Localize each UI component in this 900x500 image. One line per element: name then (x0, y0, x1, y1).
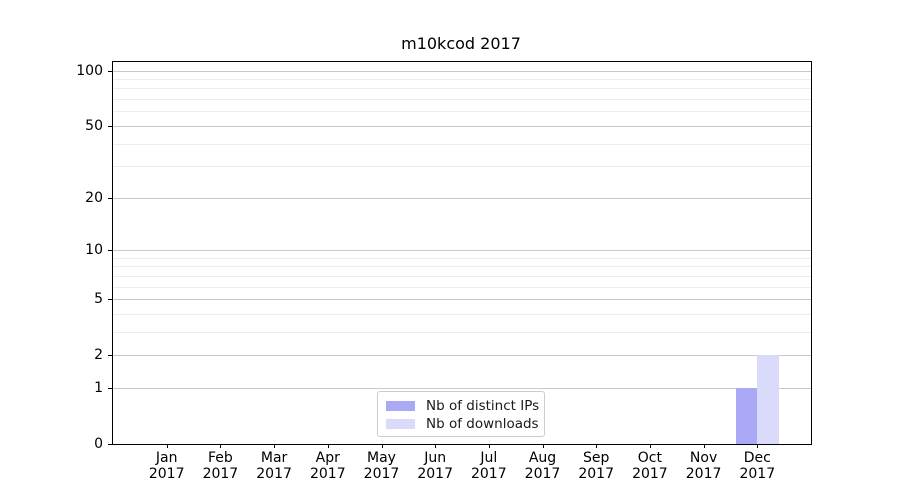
gridline-major (113, 249, 811, 251)
gridline-minor (113, 78, 811, 80)
y-tick-label: 5 (94, 291, 103, 307)
x-tick-label-line: 2017 (739, 466, 776, 482)
x-tick-label-line: Jan (155, 450, 178, 466)
x-tick-label-line: 2017 (363, 466, 400, 482)
gridline-minor (113, 286, 811, 288)
x-tick-label-line: 2017 (256, 466, 292, 482)
gridline-minor (113, 257, 811, 259)
gridline-major (113, 125, 811, 127)
x-tick-mark (327, 444, 329, 448)
x-tick-label-line: 2017 (524, 466, 561, 482)
gridline-minor (113, 143, 811, 145)
gridline-major (113, 355, 811, 357)
y-tick-mark (108, 125, 112, 127)
x-tick-label-line: Jun (424, 450, 447, 466)
x-tick-label: Mar 2017 (234, 450, 314, 482)
bar-nb-of-downloads (757, 355, 779, 444)
y-tick-mark (108, 355, 112, 357)
gridline-minor (113, 166, 811, 168)
x-tick-label-line: Nov (689, 450, 718, 466)
y-tick-label: 50 (85, 117, 103, 134)
x-tick-label-line: 2017 (685, 466, 722, 482)
x-tick-label: Jul 2017 (449, 450, 529, 482)
x-tick-label-line: 2017 (578, 466, 614, 482)
y-tick-mark (108, 197, 112, 199)
gridline-minor (113, 266, 811, 268)
x-tick-mark (542, 444, 544, 448)
y-tick-mark (108, 387, 112, 389)
legend-swatch-distinct-ips (386, 401, 415, 411)
gridline-major (113, 387, 811, 389)
x-tick-label: Oct 2017 (610, 450, 690, 482)
x-tick-label-line: 2017 (309, 466, 346, 482)
x-tick-label-line: Feb (207, 450, 233, 466)
x-tick-label: Aug 2017 (503, 450, 583, 482)
legend-label-distinct-ips: Nb of distinct IPs (426, 398, 540, 414)
y-tick-mark (108, 249, 112, 251)
x-tick-mark (488, 444, 490, 448)
x-tick-mark (166, 444, 168, 448)
x-tick-mark (757, 444, 759, 448)
x-tick-label-line: 2017 (417, 466, 453, 482)
x-tick-label-line: 2017 (148, 466, 185, 482)
x-tick-label-line: May (367, 450, 396, 466)
x-tick-label-line: 2017 (632, 466, 668, 482)
x-tick-label: Jun 2017 (395, 450, 475, 482)
y-tick-mark (108, 70, 112, 72)
gridline-minor (113, 88, 811, 90)
gridline-major (113, 197, 811, 199)
y-tick-mark (108, 444, 112, 445)
y-tick-mark (108, 299, 112, 300)
legend-label-downloads: Nb of downloads (426, 416, 539, 432)
x-tick-label-line: Jul (480, 450, 498, 466)
x-tick-label-line: Mar (260, 450, 288, 466)
legend: Nb of distinct IPs Nb of downloads (377, 391, 545, 437)
y-tick-label: 0 (94, 436, 103, 452)
x-tick-mark (435, 444, 437, 448)
gridline-major (113, 70, 811, 72)
x-tick-label-line: Dec (743, 450, 771, 466)
x-tick-label: Jan 2017 (127, 450, 207, 482)
x-tick-label-line: Sep (582, 450, 610, 466)
x-tick-mark (649, 444, 651, 448)
x-tick-label: Sep 2017 (556, 450, 636, 482)
gridline-minor (113, 331, 811, 333)
gridline-minor (113, 313, 811, 315)
y-tick-label: 2 (94, 347, 103, 364)
x-tick-label-line: Apr (315, 450, 340, 466)
x-tick-label-line: 2017 (202, 466, 239, 482)
plot-area: Nb of distinct IPs Nb of downloads 0 1 2 5 1… (76, 61, 812, 482)
x-tick-mark (274, 444, 276, 448)
x-tick-mark (596, 444, 598, 448)
chart-title: m10kcod 2017 (401, 34, 521, 53)
x-tick-label: May 2017 (342, 450, 422, 482)
x-tick-mark (703, 444, 705, 448)
gridline-minor (113, 99, 811, 100)
y-tick-label: 100 (76, 62, 103, 79)
x-tick-mark (220, 444, 222, 448)
gridline-minor (113, 111, 811, 113)
legend-swatch-downloads (386, 419, 415, 429)
legend-item-distinct-ips: Nb of distinct IPs (378, 397, 544, 415)
x-tick-label-line: 2017 (470, 466, 507, 482)
bar-nb-of-distinct-ips (735, 387, 758, 444)
x-tick-label: Dec 2017 (717, 450, 797, 482)
x-tick-label-line: Oct (637, 450, 662, 466)
x-tick-label-line: Aug (528, 450, 557, 466)
x-tick-label: Apr 2017 (288, 450, 368, 482)
y-tick-label: 20 (85, 189, 103, 206)
legend-item-downloads: Nb of downloads (378, 415, 544, 433)
x-tick-label: Feb 2017 (180, 450, 260, 482)
gridline-minor (113, 275, 811, 277)
y-tick-label: 1 (94, 379, 103, 396)
y-tick-label: 10 (85, 241, 103, 258)
x-tick-label: Nov 2017 (664, 450, 744, 482)
gridline-major (113, 299, 811, 300)
x-tick-mark (381, 444, 383, 448)
